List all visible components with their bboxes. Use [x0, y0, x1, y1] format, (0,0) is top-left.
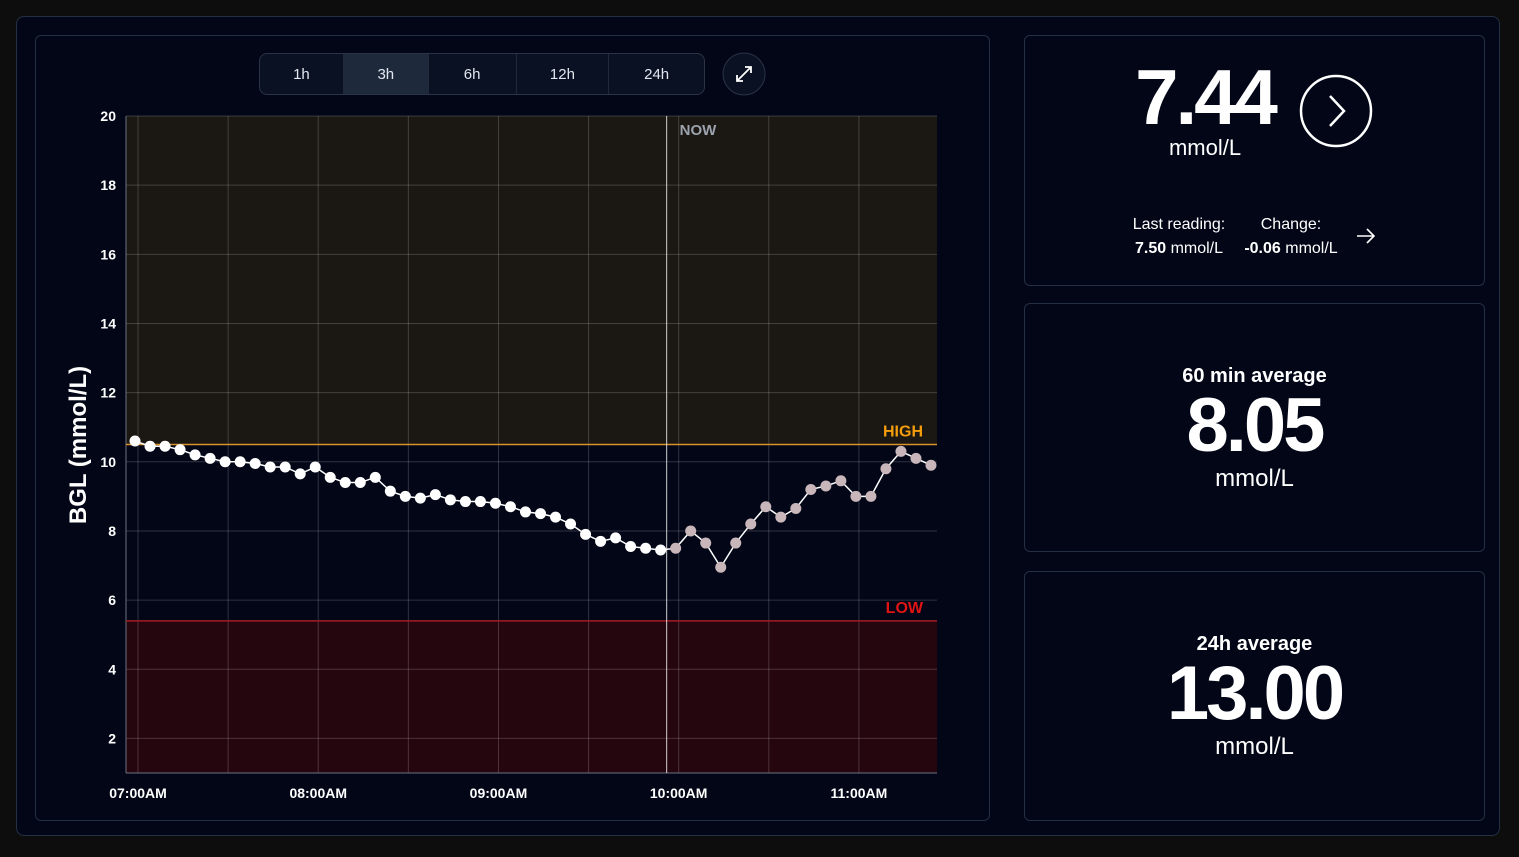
range-button[interactable]: 12h: [517, 54, 610, 94]
average-label: 60 min average: [1182, 365, 1327, 387]
range-button[interactable]: 24h: [644, 65, 670, 83]
current-card: 7.44 mmol/L Last reading: 7.50 mmol/L Ch…: [1024, 35, 1485, 286]
range-button[interactable]: 3h: [343, 54, 429, 94]
chart-card: [35, 35, 990, 821]
last-reading-value: 7.50: [1134, 240, 1167, 257]
last-reading-unit: mmol/L: [1170, 240, 1224, 257]
change-unit: mmol/L: [1285, 240, 1338, 257]
average-card: 60 min average 8.05 mmol/L: [1024, 303, 1485, 552]
average-unit: mmol/L: [1215, 465, 1294, 492]
change-value: -0.06: [1244, 240, 1281, 257]
change: -0.06 mmol/L: [1221, 240, 1361, 258]
change-label: Change:: [1260, 216, 1322, 233]
average-card: 24h average 13.00 mmol/L: [1024, 571, 1485, 821]
average-unit: mmol/L: [1215, 733, 1294, 760]
range-button[interactable]: 6h: [429, 54, 517, 94]
last-reading: 7.50 mmol/L: [1109, 240, 1249, 258]
average-value: 8.05: [1186, 383, 1326, 468]
average-value: 13.00: [1166, 651, 1345, 736]
current-unit: mmol/L: [1168, 135, 1242, 160]
range-selector: 1h 3h 6h 12h 24h: [259, 53, 705, 95]
current-value: 7.44: [1135, 53, 1278, 141]
details-button[interactable]: [1299, 74, 1373, 148]
average-label: 24h average: [1196, 633, 1313, 655]
range-button[interactable]: 1h: [260, 54, 344, 94]
last-reading-label: Last reading:: [1132, 216, 1226, 233]
expand-button[interactable]: [722, 52, 766, 96]
